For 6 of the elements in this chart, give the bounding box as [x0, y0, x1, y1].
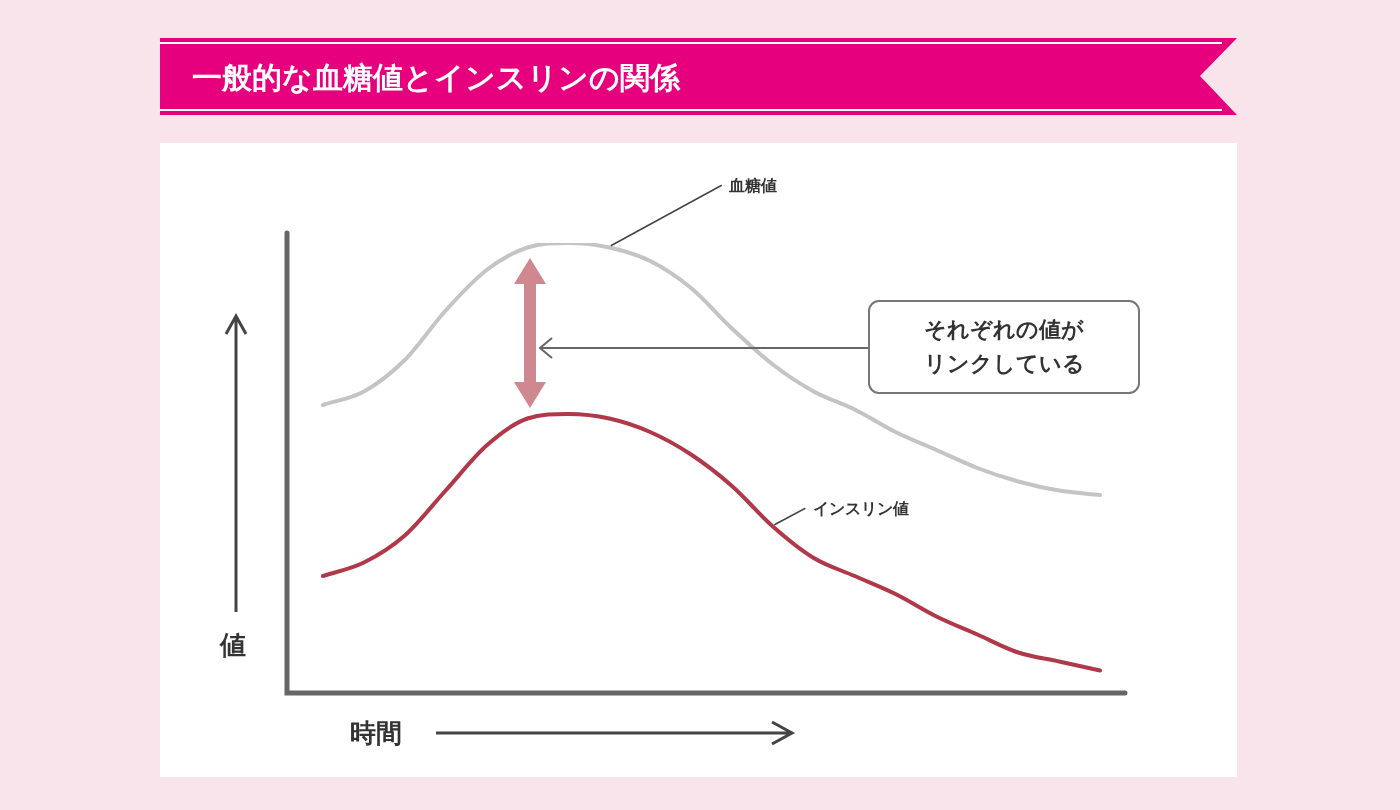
x-axis-title: 時間 [350, 717, 402, 750]
chart-title: 一般的な血糖値とインスリンの関係 [192, 59, 680, 97]
y-axis-title: 値 [220, 629, 246, 662]
text: インスリン値 [812, 498, 909, 519]
annotation: それぞれの値がリンクしている [922, 316, 1086, 378]
text: 血糖値 [729, 175, 778, 196]
